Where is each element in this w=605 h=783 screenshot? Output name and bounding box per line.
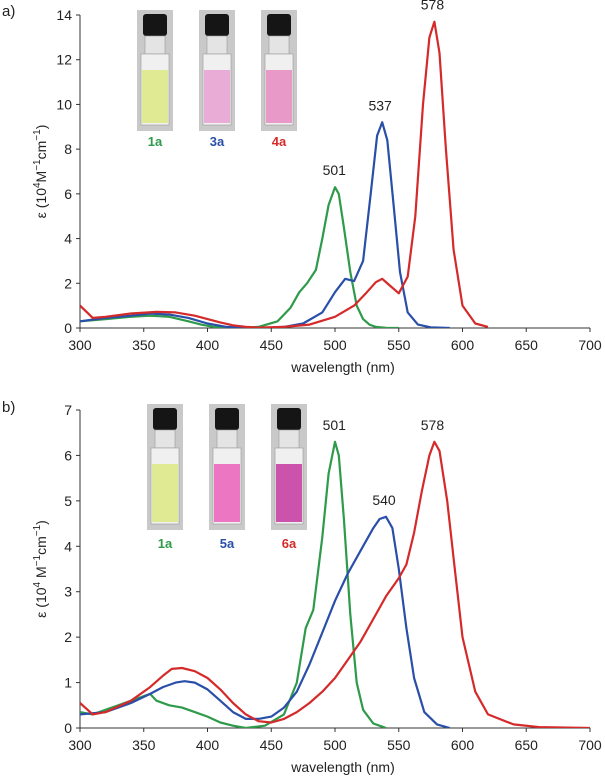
- y-axis-label-part: cm: [33, 141, 49, 160]
- vial-cap: [215, 408, 239, 430]
- vial-1a: 1a: [137, 10, 173, 149]
- x-tick-label: 600: [451, 337, 475, 353]
- x-tick-label: 550: [387, 737, 411, 753]
- vial-neck: [144, 35, 166, 55]
- x-tick-label: 650: [515, 337, 539, 353]
- vial-label: 6a: [282, 536, 297, 551]
- y-axis-label-superscript: −1: [32, 524, 43, 536]
- x-tick-label: 400: [196, 337, 220, 353]
- vial-neck: [278, 429, 300, 449]
- y-tick-label: 10: [56, 96, 72, 112]
- series-line-5a: [80, 515, 451, 728]
- y-axis-label: ε (104M−1cm−1): [32, 125, 49, 219]
- series-line-3a: [80, 121, 450, 328]
- x-tick-label: 450: [260, 737, 284, 753]
- y-tick-label: 0: [64, 720, 72, 736]
- vial-cap: [267, 14, 291, 36]
- y-tick-label: 2: [64, 275, 72, 291]
- x-tick-label: 500: [323, 337, 347, 353]
- peak-label: 537: [368, 97, 392, 113]
- vial-liquid: [152, 464, 178, 522]
- x-tick-label: 700: [578, 337, 602, 353]
- vial-label: 5a: [220, 536, 235, 551]
- panel-label: a): [2, 3, 15, 20]
- y-axis-label-part: cm: [33, 536, 49, 555]
- y-tick-label: 2: [64, 629, 72, 645]
- y-tick-label: 3: [64, 584, 72, 600]
- y-tick-label: 6: [64, 186, 72, 202]
- y-tick-label: 12: [56, 52, 72, 68]
- x-tick-label: 350: [132, 737, 156, 753]
- y-tick-label: 6: [64, 447, 72, 463]
- y-tick-label: 1: [64, 675, 72, 691]
- y-axis-label-superscript: 4: [32, 182, 43, 188]
- vial-liquid: [266, 70, 292, 123]
- y-tick-label: 5: [64, 493, 72, 509]
- vial-neck: [154, 429, 176, 449]
- chart-panel-2: b) 300 350 400 450 500 550 600 650 700 0 1 2 3 4 5 6 7 wav…: [2, 399, 602, 775]
- vial-3a: 3a: [199, 10, 235, 149]
- y-tick-label: 0: [64, 320, 72, 336]
- vial-cap: [153, 408, 177, 430]
- y-axis-label-part: M: [33, 171, 49, 183]
- x-tick-label: 700: [578, 737, 602, 753]
- vial-cap: [143, 14, 167, 36]
- peak-label: 578: [421, 0, 445, 13]
- y-axis-label-part: M: [33, 566, 49, 582]
- x-tick-label: 400: [196, 737, 220, 753]
- chart-panel-1: a) 300 350 400 450 500 550 600 650 700 0 2 4 6 8 10 12 14…: [2, 0, 602, 375]
- vial-label: 1a: [148, 134, 163, 149]
- x-tick-label: 650: [515, 737, 539, 753]
- vial-label: 4a: [272, 134, 287, 149]
- y-axis-label-superscript: 4: [32, 581, 43, 587]
- vial-liquid: [214, 464, 240, 522]
- y-axis-label-superscript: −1: [32, 159, 43, 171]
- x-tick-label: 600: [451, 737, 475, 753]
- y-axis-label-superscript: −1: [32, 554, 43, 566]
- vial-5a: 5a: [209, 404, 245, 551]
- series-line-6a: [80, 440, 590, 728]
- x-tick-label: 350: [132, 337, 156, 353]
- y-tick-label: 4: [64, 231, 72, 247]
- vial-liquid: [276, 464, 302, 522]
- y-axis-label-part: ε (10: [33, 188, 49, 219]
- peak-label: 578: [421, 417, 445, 433]
- panel-label: b): [2, 399, 15, 416]
- series-line-1a: [80, 186, 399, 328]
- y-tick-label: 4: [64, 538, 72, 554]
- x-tick-label: 450: [260, 337, 284, 353]
- vial-cap: [205, 14, 229, 36]
- peak-label: 501: [323, 162, 347, 178]
- vial-neck: [268, 35, 290, 55]
- y-axis-label-superscript: −1: [32, 129, 43, 141]
- x-tick-label: 300: [68, 737, 92, 753]
- y-tick-label: 8: [64, 141, 72, 157]
- vial-liquid: [142, 70, 168, 123]
- x-axis-label: wavelength (nm): [290, 359, 395, 375]
- x-tick-label: 300: [68, 337, 92, 353]
- y-axis-label-part: ): [33, 125, 49, 130]
- vial-neck: [206, 35, 228, 55]
- y-tick-label: 7: [64, 402, 72, 418]
- y-tick-label: 14: [56, 7, 72, 23]
- x-axis-label: wavelength (nm): [290, 759, 395, 775]
- peak-label: 501: [323, 417, 347, 433]
- vial-liquid: [204, 70, 230, 123]
- y-axis-label-part: ): [33, 520, 49, 525]
- peak-label: 540: [372, 492, 396, 508]
- y-axis-label: ε (104 M−1cm−1): [32, 520, 49, 618]
- vial-1a: 1a: [147, 404, 183, 551]
- vial-neck: [216, 429, 238, 449]
- vial-6a: 6a: [271, 404, 307, 551]
- vial-4a: 4a: [261, 10, 297, 149]
- y-axis-label-part: ε (10: [33, 587, 49, 618]
- vial-label: 3a: [210, 134, 225, 149]
- x-tick-label: 500: [323, 737, 347, 753]
- vial-label: 1a: [158, 536, 173, 551]
- vial-cap: [277, 408, 301, 430]
- x-tick-label: 550: [387, 337, 411, 353]
- series-line-4a: [80, 20, 489, 328]
